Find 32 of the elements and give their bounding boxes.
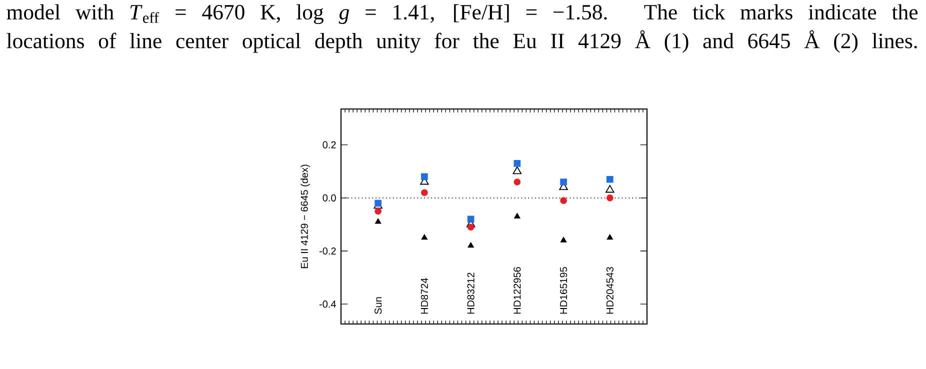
point xyxy=(560,197,567,204)
point xyxy=(606,194,614,202)
point xyxy=(606,176,614,183)
point xyxy=(514,178,521,186)
y-tick-label: 0.0 xyxy=(322,194,336,202)
point xyxy=(467,216,474,223)
point xyxy=(512,166,522,174)
point xyxy=(606,184,614,193)
y-axis-title: Eu II 4129 − 6645 (dex) xyxy=(300,164,310,268)
point xyxy=(421,189,428,196)
x-tick-label: HD83212 xyxy=(467,272,474,314)
point xyxy=(467,224,474,231)
point xyxy=(421,234,428,240)
x-tick-label: HD204543 xyxy=(606,267,614,314)
x-tick-label: HD122956 xyxy=(514,267,521,314)
point xyxy=(468,242,474,248)
point xyxy=(514,160,521,167)
x-tick-label: HD165195 xyxy=(560,267,568,314)
point xyxy=(514,213,520,218)
point xyxy=(560,236,567,242)
point xyxy=(606,234,613,240)
point xyxy=(421,173,428,180)
y-tick-label: 0.2 xyxy=(322,141,336,148)
point xyxy=(374,208,382,215)
x-tick-label: Sun xyxy=(374,297,382,314)
x-tick-label: HD8724 xyxy=(420,278,428,314)
y-tick-label: -0.2 xyxy=(320,247,336,255)
point xyxy=(560,178,567,186)
text: model with T$_{eff}$ = 4670 K, log g = 1.41, [Fe/H] = −1.58. The tick marks indicate the xyxy=(6,4,918,24)
text: locations of line center optical depth unity for the Eu II 4129 Å (1) and 6645 Å (2) lines. xyxy=(6,30,917,53)
point xyxy=(375,218,382,224)
y-tick-label: -0.4 xyxy=(320,300,336,308)
